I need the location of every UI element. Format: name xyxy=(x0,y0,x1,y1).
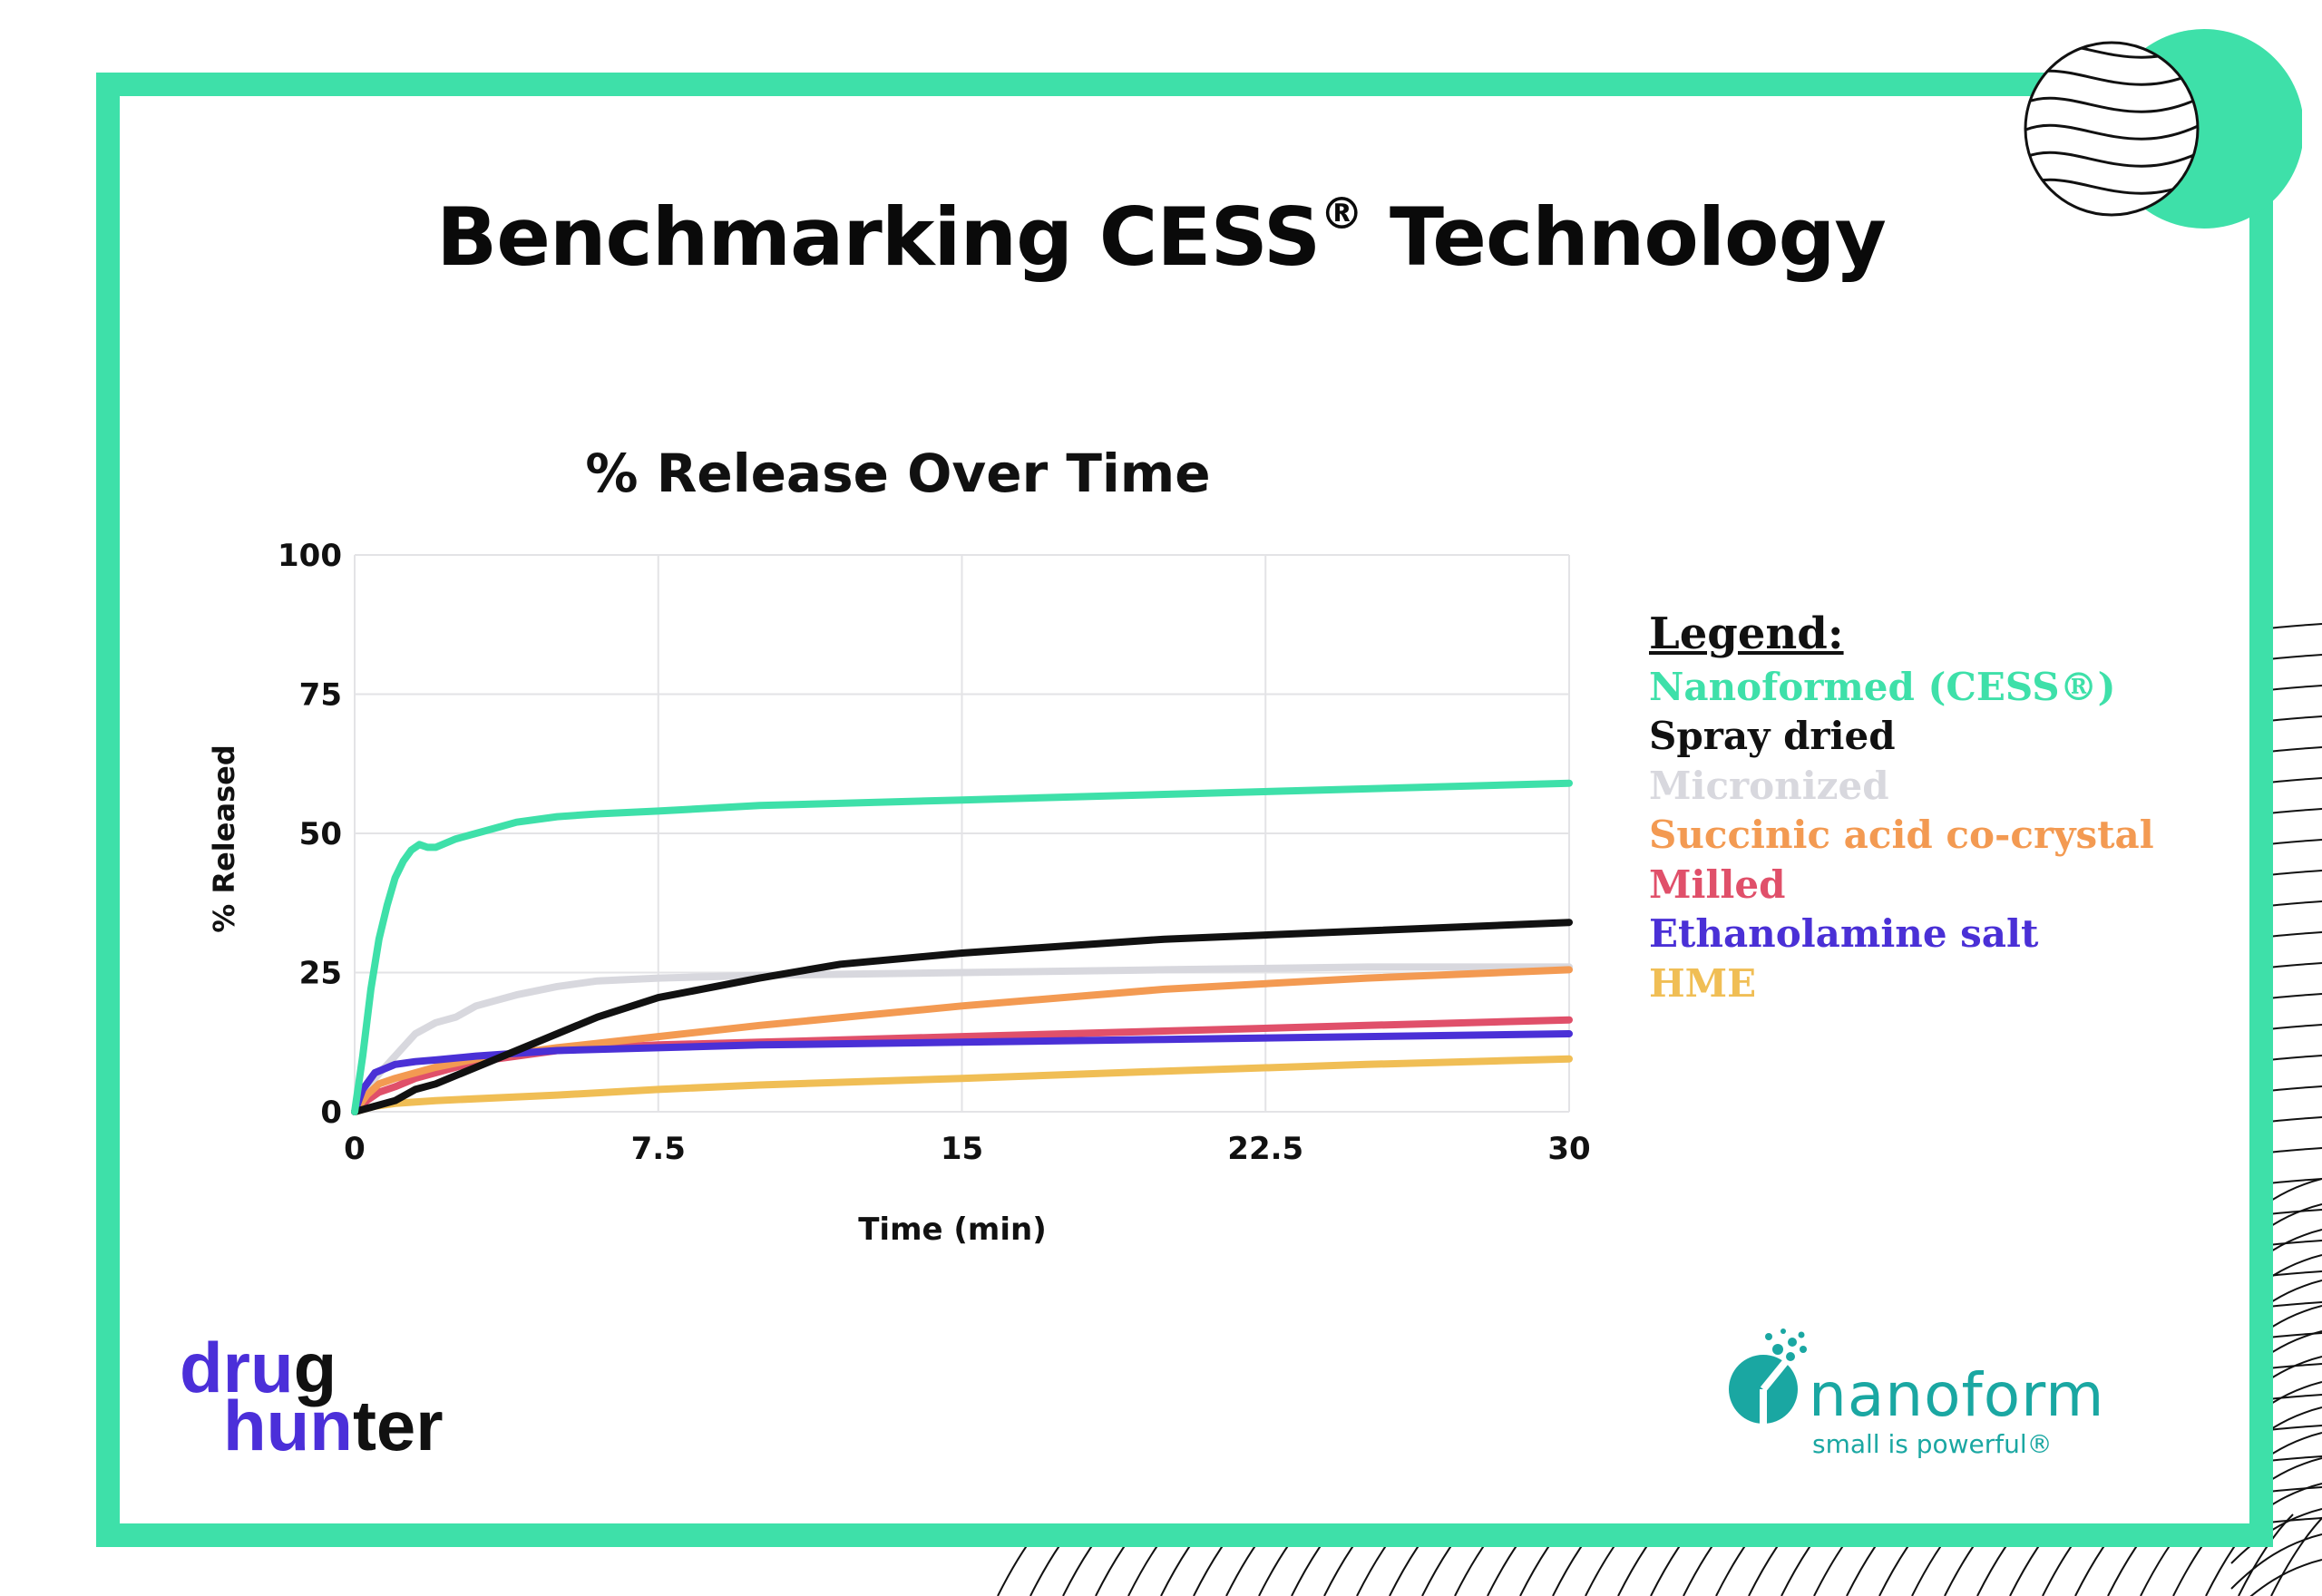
deco-line xyxy=(2249,1559,2322,1596)
drug-hunter-logo: drug hunter xyxy=(180,1328,444,1465)
x-tick-label: 30 xyxy=(1547,1131,1590,1167)
legend-item: Micronized xyxy=(1649,763,1889,808)
x-tick-label: 7.5 xyxy=(631,1131,686,1167)
x-tick-label: 15 xyxy=(941,1131,983,1167)
chart-legend: Legend: Nanoformed (CESS®) Spray dried Mic… xyxy=(1649,609,2154,1008)
y-tick-label: 25 xyxy=(299,956,342,992)
series-line xyxy=(351,963,1573,1115)
x-tick-label: 0 xyxy=(344,1131,366,1167)
nanoform-logo: nanoform small is powerful® xyxy=(1723,1324,2103,1459)
y-tick-label: 75 xyxy=(299,677,342,714)
slide-frame xyxy=(96,73,2273,1547)
nanoform-wordmark: nanoform xyxy=(1809,1360,2105,1430)
y-tick-label: 100 xyxy=(278,538,342,574)
series-line xyxy=(351,919,1573,1115)
legend-item: Ethanolamine salt xyxy=(1649,911,2039,956)
release-chart: % Release Over Time 0 7.5 15 22.5 30 0 25 50 75 10… xyxy=(207,443,1591,1248)
legend-item: Spray dried xyxy=(1649,714,1896,758)
corner-badge xyxy=(2024,29,2302,229)
legend-item: Succinic acid co-crystal xyxy=(1649,813,2154,857)
series-line xyxy=(351,779,1573,1115)
x-axis-label: Time (min) xyxy=(858,1212,1047,1248)
y-axis-label: % Released xyxy=(207,744,241,932)
legend-item: Nanoformed (CESS®) xyxy=(1649,664,2116,709)
page-title: Benchmarking CESS® Technology xyxy=(436,188,1887,284)
deco-line xyxy=(2230,1533,2322,1590)
deco-line xyxy=(2230,1508,2322,1564)
legend-title: Legend: xyxy=(1649,608,1844,659)
x-tick-label: 22.5 xyxy=(1227,1131,1303,1167)
legend-item: Milled xyxy=(1649,861,1786,907)
y-tick-label: 0 xyxy=(320,1095,342,1131)
deco-line xyxy=(2270,1516,2322,1596)
y-tick-label: 50 xyxy=(299,816,342,852)
chart-title: % Release Over Time xyxy=(585,443,1210,504)
legend-item: HME xyxy=(1649,960,1757,1006)
deco-line xyxy=(2238,1513,2294,1596)
nanoform-mark-icon xyxy=(1729,1328,1807,1426)
nanoform-tagline: small is powerful® xyxy=(1812,1429,2053,1459)
